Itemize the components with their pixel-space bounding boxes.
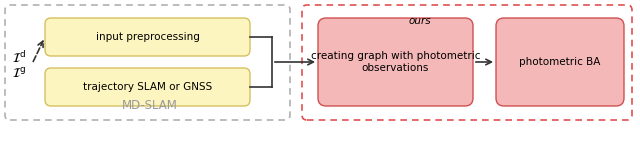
FancyBboxPatch shape (302, 5, 632, 120)
Text: creating graph with photometric
observations: creating graph with photometric observat… (311, 51, 480, 73)
FancyBboxPatch shape (5, 5, 290, 120)
Text: ours: ours (409, 16, 431, 26)
FancyBboxPatch shape (45, 68, 250, 106)
Text: $\mathcal{I}^\mathrm{g}$: $\mathcal{I}^\mathrm{g}$ (12, 67, 26, 81)
Text: input preprocessing: input preprocessing (95, 32, 200, 42)
FancyBboxPatch shape (496, 18, 624, 106)
FancyBboxPatch shape (45, 18, 250, 56)
Text: photometric BA: photometric BA (519, 57, 601, 67)
Text: MD-SLAM: MD-SLAM (122, 99, 178, 112)
FancyBboxPatch shape (318, 18, 473, 106)
Text: $\mathcal{I}^\mathrm{d}$: $\mathcal{I}^\mathrm{d}$ (12, 50, 26, 66)
Text: trajectory SLAM or GNSS: trajectory SLAM or GNSS (83, 82, 212, 92)
